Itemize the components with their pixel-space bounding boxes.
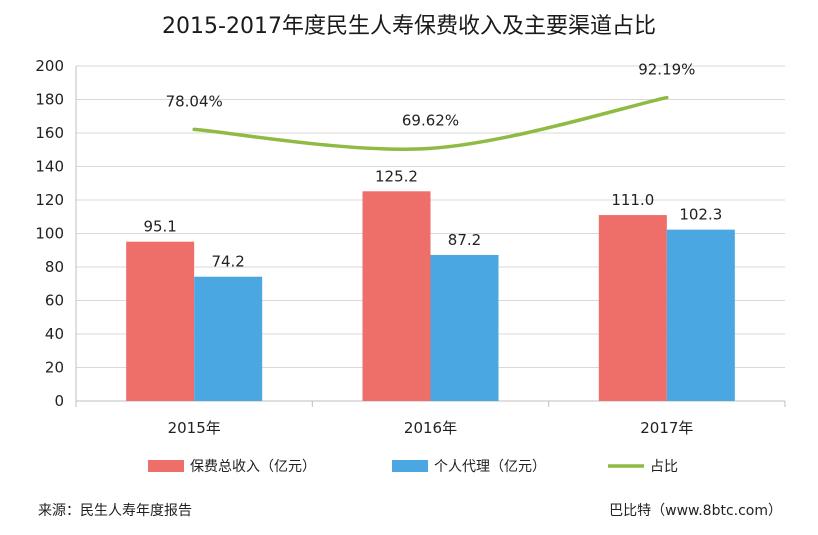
y-tick-label: 0	[54, 392, 64, 410]
bar-data-label: 125.2	[375, 167, 418, 185]
x-tick-label: 2015年	[168, 419, 221, 437]
bar-agent	[666, 229, 735, 401]
bar-data-label: 87.2	[448, 231, 481, 249]
line-data-label: 92.19%	[638, 61, 695, 79]
y-tick-label: 100	[35, 225, 64, 243]
legend-label: 占比	[650, 459, 678, 475]
y-tick-label: 60	[45, 292, 64, 310]
x-tick-label: 2017年	[640, 419, 693, 437]
credit-note: 巴比特（www.8btc.com）	[609, 503, 782, 519]
bar-total	[126, 241, 195, 401]
y-tick-label: 20	[45, 359, 64, 377]
ratio-line	[192, 95, 669, 151]
bar-agent	[194, 276, 263, 401]
bar-data-label: 102.3	[679, 206, 722, 224]
y-tick-label: 180	[35, 91, 64, 109]
source-note: 来源：民生人寿年度报告	[38, 503, 192, 519]
bar-data-label: 95.1	[143, 218, 176, 236]
bar-data-label: 111.0	[611, 191, 654, 209]
line-data-label: 69.62%	[402, 111, 459, 129]
y-tick-label: 80	[45, 258, 64, 276]
y-tick-label: 160	[35, 124, 64, 142]
x-tick-label: 2016年	[404, 419, 457, 437]
legend-swatch	[148, 460, 184, 472]
y-tick-label: 120	[35, 191, 64, 209]
line-data-label: 78.04%	[166, 92, 223, 110]
legend-label: 个人代理（亿元）	[434, 459, 546, 475]
y-tick-label: 140	[35, 158, 64, 176]
chart-title: 2015-2017年度民生人寿保费收入及主要渠道占比	[162, 14, 656, 39]
bar-total	[598, 215, 667, 401]
y-tick-label: 200	[35, 57, 64, 75]
legend-swatch	[392, 460, 428, 472]
bar-total	[362, 191, 431, 401]
y-tick-label: 40	[45, 325, 64, 343]
bar-agent	[430, 254, 499, 401]
legend-label: 保费总收入（亿元）	[190, 459, 316, 475]
bar-data-label: 74.2	[211, 253, 244, 271]
